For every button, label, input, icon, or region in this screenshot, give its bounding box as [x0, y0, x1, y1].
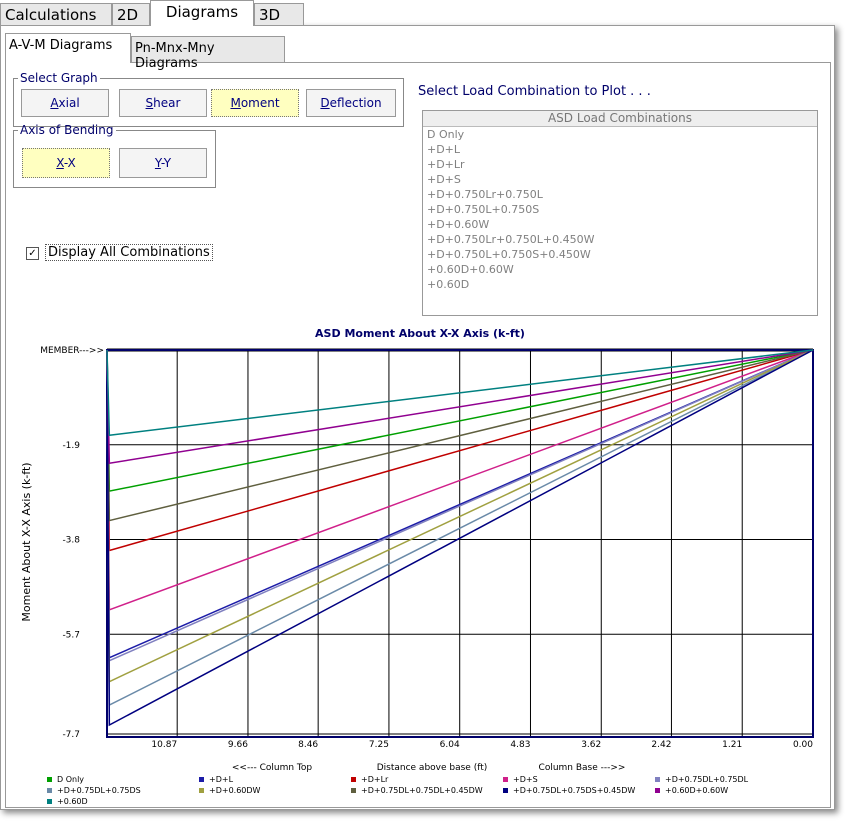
list-item[interactable]: +D+0.60W — [423, 217, 817, 232]
list-item[interactable]: +D+0.750L+0.750S — [423, 202, 817, 217]
legend-swatch — [47, 799, 52, 804]
x-tick-label: 6.04 — [440, 740, 460, 750]
x-tick-label: 3.62 — [581, 740, 601, 750]
tab[interactable]: Calculations — [0, 3, 112, 25]
legend-swatch — [199, 777, 204, 782]
x-tick-label: 4.83 — [510, 740, 530, 750]
x-tick-label: 9.66 — [228, 740, 248, 750]
legend-swatch — [655, 777, 660, 782]
legend-swatch — [351, 788, 356, 793]
x-axis-label: Column Base --->> — [539, 763, 626, 773]
x-tick-label: 8.46 — [298, 740, 318, 750]
tab[interactable]: Diagrams — [150, 0, 254, 26]
legend-label: +D+0.60DW — [209, 786, 261, 795]
x-tick-label: 2.42 — [651, 740, 671, 750]
y-tick-label: -3.8 — [62, 536, 80, 546]
checkbox-label[interactable]: Display All Combinations — [45, 244, 213, 261]
legend-label: D Only — [57, 775, 84, 784]
list-item[interactable]: +D+0.750L+0.750S+0.450W — [423, 247, 817, 262]
button[interactable]: Deflection — [306, 89, 396, 117]
list-item[interactable]: D Only — [423, 127, 817, 142]
legend-label: +0.60D — [57, 797, 88, 806]
x-axis-label: <<--- Column Top — [232, 763, 312, 773]
subtab[interactable]: Pn-Mnx-Mny Diagrams — [131, 36, 285, 62]
legend-label: +D+0.75DL+0.75DS — [57, 786, 141, 795]
chart: ASD Moment About X-X Axis (k-ft) Moment … — [0, 325, 845, 820]
button[interactable]: Axial — [21, 89, 109, 117]
list-item[interactable]: +D+0.750Lr+0.750L+0.450W — [423, 232, 817, 247]
x-tick-label: 10.87 — [151, 740, 177, 750]
button-label: Deflection — [320, 96, 381, 110]
list-item[interactable]: +0.60D+0.60W — [423, 262, 817, 277]
subtab[interactable]: A-V-M Diagrams — [5, 33, 131, 63]
legend-swatch — [655, 788, 660, 793]
legend-label: +D+L — [209, 775, 234, 784]
x-tick-label: 0.00 — [793, 740, 813, 750]
group-title: Select Graph — [18, 71, 100, 85]
legend-label: +D+S — [513, 775, 538, 784]
legend-label: +D+0.75DL+0.75DL+0.45DW — [361, 786, 483, 795]
x-tick-label: 7.25 — [369, 740, 389, 750]
tab[interactable]: 3D — [254, 3, 304, 25]
button[interactable]: Y-Y — [119, 148, 207, 178]
y-tick-label: -7.7 — [62, 730, 80, 740]
list-header: ASD Load Combinations — [423, 111, 817, 127]
button[interactable]: X-X — [22, 148, 110, 178]
tab[interactable]: 2D — [112, 3, 150, 25]
legend-label: +D+0.75DL+0.75DS+0.45DW — [513, 786, 635, 795]
x-tick-label: 1.21 — [722, 740, 742, 750]
y-axis-label: Moment About X-X Axis (k-ft) — [20, 462, 33, 621]
y-tick-label: -1.9 — [62, 441, 80, 451]
list-item[interactable]: +D+0.750Lr+0.750L — [423, 187, 817, 202]
legend-label: +0.60D+0.60W — [665, 786, 728, 795]
legend-swatch — [351, 777, 356, 782]
button[interactable]: Shear — [119, 89, 207, 117]
x-axis-label: Distance above base (ft) — [377, 763, 488, 773]
y-tick-label: -5.7 — [62, 630, 80, 640]
button-label: Axial — [50, 96, 79, 110]
button-label: X-X — [56, 156, 76, 170]
legend-swatch — [503, 777, 508, 782]
legend-label: +D+Lr — [361, 775, 389, 784]
list-item[interactable]: +D+S — [423, 172, 817, 187]
list-item[interactable]: +D+Lr — [423, 157, 817, 172]
legend-swatch — [47, 788, 52, 793]
checkbox[interactable]: ✓ — [26, 247, 39, 260]
chart-title: ASD Moment About X-X Axis (k-ft) — [315, 327, 525, 340]
button-label: Moment — [230, 96, 279, 110]
legend-swatch — [503, 788, 508, 793]
list[interactable]: ASD Load CombinationsD Only+D+L+D+Lr+D+S… — [422, 110, 818, 316]
legend-label: +D+0.75DL+0.75DL — [665, 775, 749, 784]
list-item[interactable]: +D+L — [423, 142, 817, 157]
list-item[interactable]: +0.60D — [423, 277, 817, 292]
legend-swatch — [47, 777, 52, 782]
y-tick-label: MEMBER--->> — [40, 346, 104, 356]
legend-swatch — [199, 788, 204, 793]
button-label: Y-Y — [155, 156, 171, 170]
prompt: Select Load Combination to Plot . . . — [418, 84, 651, 99]
button-label: Shear — [146, 96, 181, 110]
button[interactable]: Moment — [211, 89, 299, 117]
group-title: Axis of Bending — [18, 123, 116, 137]
